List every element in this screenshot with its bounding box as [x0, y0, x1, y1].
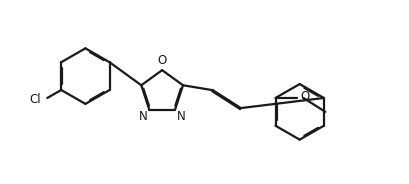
Text: N: N [177, 110, 185, 123]
Text: O: O [157, 54, 167, 67]
Text: N: N [139, 110, 148, 123]
Text: O: O [301, 91, 310, 103]
Text: Cl: Cl [30, 93, 41, 106]
